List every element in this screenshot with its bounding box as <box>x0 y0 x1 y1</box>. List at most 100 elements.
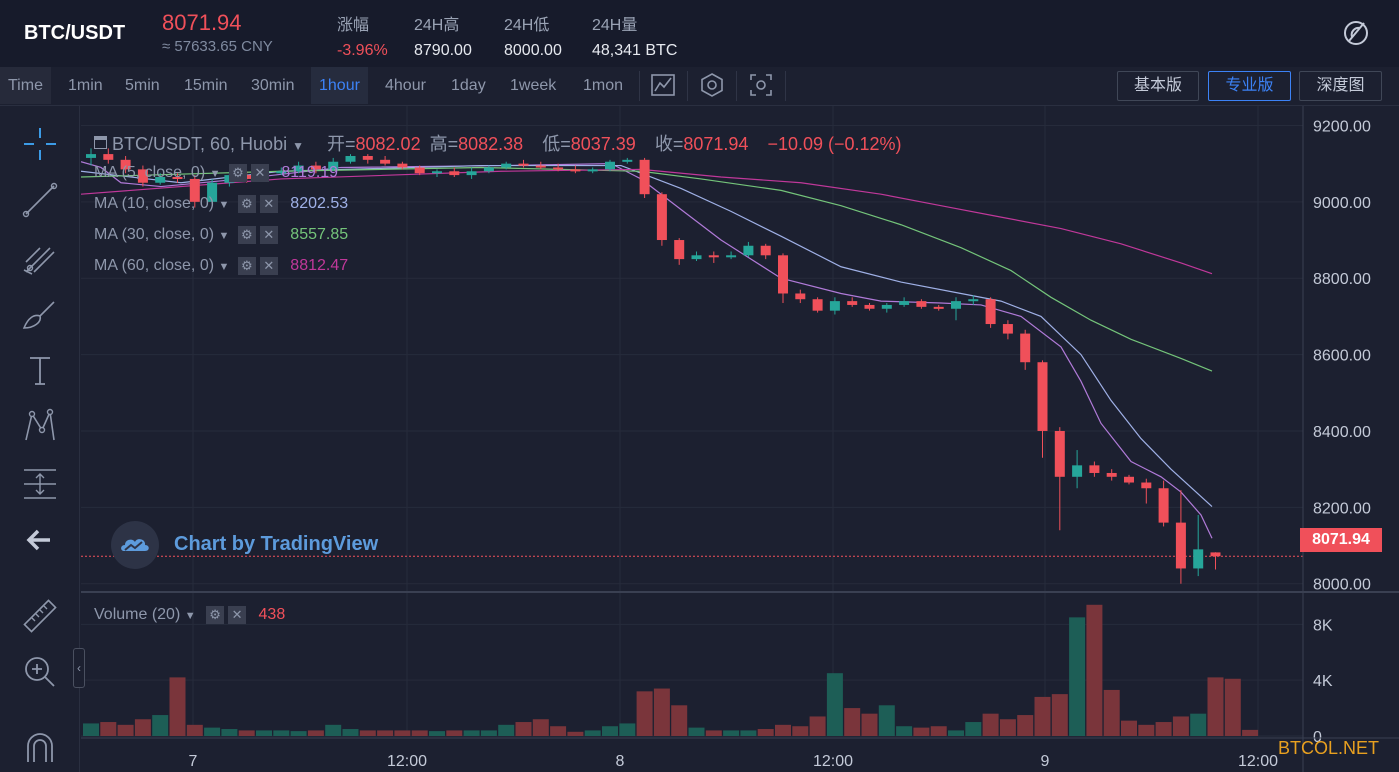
candle-body <box>864 304 875 309</box>
chevron-down-icon[interactable]: ▼ <box>218 261 230 274</box>
ma-close-icon[interactable]: ✕ <box>259 257 278 275</box>
volume-close-icon[interactable]: ✕ <box>228 606 247 624</box>
ma-settings-icon[interactable]: ⚙ <box>237 195 256 213</box>
candle-body <box>86 154 96 158</box>
ohlc-legend: BTC/USDT, 60, Huobi ▼ 开=8082.02 高=8082.3… <box>94 130 902 156</box>
volume-bar <box>515 722 532 736</box>
stat-change-label: 涨幅 <box>337 17 370 34</box>
chart-type-icon[interactable] <box>648 70 678 100</box>
toolbar-divider <box>687 71 688 101</box>
tf-1week[interactable]: 1week <box>510 77 557 94</box>
chevron-down-icon[interactable]: ▼ <box>218 230 230 243</box>
crosshair-icon[interactable] <box>20 124 60 164</box>
back-arrow-icon[interactable] <box>20 520 60 560</box>
high-label: 高= <box>429 134 459 154</box>
candle-body <box>345 156 356 162</box>
candle-body <box>760 245 771 256</box>
ma-close-icon[interactable]: ✕ <box>259 195 278 213</box>
brush-icon[interactable] <box>20 294 60 334</box>
ma-line <box>81 168 1213 275</box>
tf-15min[interactable]: 15min <box>184 77 228 94</box>
volume-bar <box>1086 604 1103 736</box>
depth-chart-button[interactable]: 深度图 <box>1299 71 1382 101</box>
stat-volume-label: 24H量 <box>592 17 638 34</box>
candle-body <box>829 301 840 311</box>
screenshot-icon[interactable] <box>746 70 776 100</box>
low-value: 8037.39 <box>570 134 636 154</box>
price-chart-svg[interactable]: 9200.00 9000.00 8800.00 8600.00 8400.00 8200.… <box>81 106 1399 772</box>
low-label: 低= <box>542 134 571 154</box>
volume-label: Volume (20) <box>94 606 181 623</box>
candle-body <box>449 171 460 176</box>
chevron-down-icon[interactable]: ▼ <box>209 168 221 181</box>
settings-icon[interactable] <box>697 70 727 100</box>
volume-bar <box>256 730 272 736</box>
tf-1min[interactable]: 1min <box>68 77 103 94</box>
volume-bar <box>446 730 463 736</box>
ma-value: 8557.85 <box>290 226 349 244</box>
pattern-icon[interactable] <box>20 406 60 446</box>
tf-1hour[interactable]: 1hour <box>311 67 368 104</box>
volume-bar <box>844 708 861 736</box>
tf-30min[interactable]: 30min <box>251 77 295 94</box>
candle-body <box>1124 476 1134 483</box>
ruler-icon[interactable] <box>20 596 60 636</box>
pro-version-button[interactable]: 专业版 <box>1208 71 1291 101</box>
volume-bars <box>83 604 1259 736</box>
candle-body <box>691 255 702 260</box>
ma-settings-icon[interactable]: ⚙ <box>237 226 256 244</box>
ma-row[interactable]: MA (5, close, 0) ▼ ⚙ ✕ 8119.19 <box>94 164 338 182</box>
chevron-down-icon[interactable]: ▼ <box>184 610 196 622</box>
volume-bar <box>411 730 428 736</box>
toolbar-divider <box>736 71 737 101</box>
trend-line-icon[interactable] <box>20 180 60 220</box>
fib-retracement-icon[interactable] <box>20 464 60 504</box>
tf-5min[interactable]: 5min <box>125 77 160 94</box>
chevron-down-icon[interactable]: ▼ <box>218 199 230 212</box>
ma-close-icon[interactable]: ✕ <box>250 164 269 182</box>
chevron-down-icon[interactable]: ▼ <box>292 139 304 153</box>
candle-body <box>743 245 754 256</box>
chart-area[interactable]: 9200.00 9000.00 8800.00 8600.00 8400.00 8200.… <box>73 106 1399 772</box>
volume-bar <box>723 730 740 736</box>
tf-4hour[interactable]: 4hour <box>385 77 426 94</box>
magnet-icon[interactable] <box>20 726 60 766</box>
stat-volume: 24H量 48,341 BTC <box>592 11 677 60</box>
legend-symbol[interactable]: BTC/USDT, 60, Huobi <box>112 134 288 154</box>
volume-bar <box>896 726 913 736</box>
ma-settings-icon[interactable]: ⚙ <box>237 257 256 275</box>
ma-row[interactable]: MA (60, close, 0) ▼ ⚙ ✕ 8812.47 <box>94 257 348 275</box>
tf-time[interactable]: Time <box>0 67 51 104</box>
zoom-in-icon[interactable] <box>20 652 60 692</box>
tf-1day[interactable]: 1day <box>451 77 486 94</box>
pitchfork-icon[interactable] <box>20 238 60 278</box>
collapse-toolbar-button[interactable]: ‹ <box>73 648 85 688</box>
watermark-text: Chart by TradingView <box>174 533 379 555</box>
volume-bar <box>1017 715 1034 736</box>
stat-high-value: 8790.00 <box>414 42 472 59</box>
volume-bar <box>83 723 99 736</box>
candle-body <box>293 165 304 172</box>
volume-bar <box>1242 729 1259 736</box>
ma-close-icon[interactable]: ✕ <box>259 226 278 244</box>
time-tick-label: 12:00 <box>387 753 427 770</box>
theme-toggle-icon[interactable] <box>1340 17 1372 49</box>
text-tool-icon[interactable] <box>20 350 60 390</box>
candle-body <box>1072 465 1083 477</box>
ma-row[interactable]: MA (30, close, 0) ▼ ⚙ ✕ 8557.85 <box>94 226 348 244</box>
time-tick-label: 8 <box>616 753 625 770</box>
volume-bar <box>394 730 411 736</box>
ma-label: MA (30, close, 0) <box>94 226 215 244</box>
volume-legend[interactable]: Volume (20) ▼ ⚙ ✕ 438 <box>94 606 285 624</box>
candle-body <box>639 159 650 195</box>
basic-version-button[interactable]: 基本版 <box>1117 71 1199 101</box>
volume-bar <box>999 719 1016 736</box>
ma-row[interactable]: MA (10, close, 0) ▼ ⚙ ✕ 8202.53 <box>94 195 348 213</box>
candle-body <box>483 167 494 172</box>
volume-bar <box>342 729 359 736</box>
candle-body <box>103 154 114 160</box>
candle-body <box>605 161 615 170</box>
volume-settings-icon[interactable]: ⚙ <box>206 606 225 624</box>
ma-settings-icon[interactable]: ⚙ <box>228 164 247 182</box>
tf-1mon[interactable]: 1mon <box>583 77 624 94</box>
